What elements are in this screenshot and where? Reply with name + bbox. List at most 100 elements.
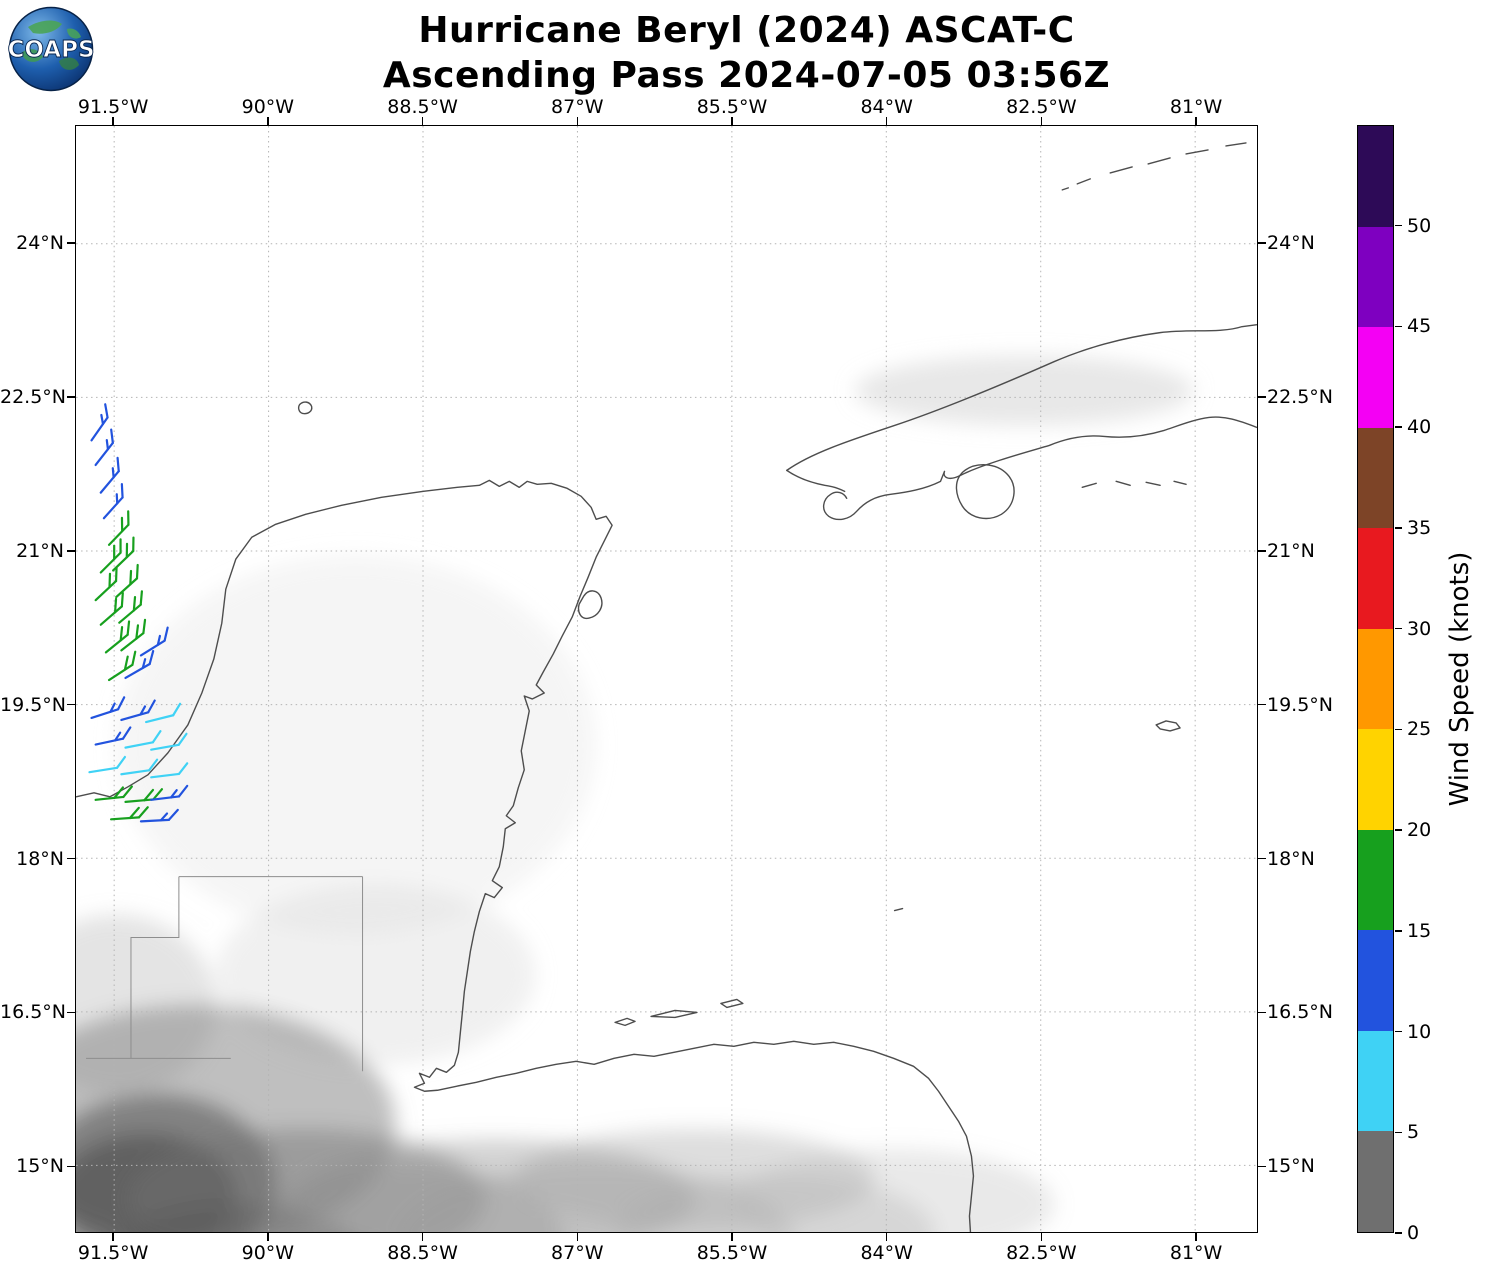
x-tick-label-top: 84°W — [860, 96, 913, 118]
wind-barb — [150, 762, 189, 779]
wind-barb — [120, 618, 147, 652]
figure-title: Hurricane Beryl (2024) ASCAT-C Ascending… — [0, 8, 1493, 98]
x-tick-mark-bottom — [576, 1233, 579, 1241]
colorbar-axis-label: Wind Speed (knots) — [1445, 551, 1475, 807]
island-alacranes — [297, 401, 313, 415]
y-tick-mark-right — [1258, 857, 1266, 860]
wind-barb — [102, 482, 124, 520]
y-tick-mark-right — [1258, 242, 1266, 244]
x-tick-label-bottom: 81°W — [1169, 1242, 1223, 1264]
colorbar-tick-mark — [1395, 930, 1402, 932]
x-tick-label-top: 87°W — [551, 96, 604, 118]
wind-barb — [94, 726, 132, 746]
colorbar-segment-40 — [1358, 327, 1393, 428]
coaps-logo: COAPS — [7, 6, 95, 92]
wind-barb — [104, 620, 131, 654]
coastline-cuba-north — [786, 323, 1257, 472]
y-tick-mark-right — [1258, 396, 1266, 398]
wind-barb — [109, 806, 149, 821]
wind-barb — [124, 730, 162, 749]
y-tick-label-right: 15°N — [1267, 1155, 1315, 1178]
colorbar-tick-mark — [1395, 527, 1402, 529]
x-tick-mark-bottom — [1040, 1233, 1043, 1241]
x-tick-mark-bottom — [885, 1233, 888, 1241]
colorbar-tick-mark — [1395, 829, 1402, 831]
y-tick-mark-right — [1258, 1011, 1266, 1014]
colorbar-tick-label: 20 — [1407, 819, 1432, 842]
y-tick-mark-left — [67, 1165, 75, 1168]
y-tick-label-left: 21°N — [16, 539, 64, 562]
colorbar-tick-mark — [1395, 1030, 1402, 1033]
x-tick-mark-top — [885, 117, 888, 125]
colorbar-tick-label: 45 — [1407, 315, 1432, 338]
y-tick-mark-left — [67, 1011, 75, 1014]
colorbar-tick-label: 50 — [1407, 214, 1432, 237]
y-tick-label-right: 16.5°N — [1267, 1001, 1334, 1024]
colorbar-tick-mark — [1395, 224, 1402, 227]
colorbar-tick-label: 0 — [1407, 1222, 1420, 1244]
x-tick-label-top: 81°W — [1169, 96, 1223, 118]
y-tick-label-left: 18°N — [16, 847, 64, 870]
terrain-shading — [76, 355, 1195, 1232]
colorbar-segment-25 — [1358, 628, 1393, 730]
x-tick-label-top: 90°W — [241, 96, 295, 118]
coastline-mainland — [76, 479, 975, 1232]
islands-florida-keys — [1061, 142, 1247, 191]
colorbar-segment-50 — [1358, 126, 1393, 227]
x-tick-label-bottom: 91.5°W — [77, 1242, 149, 1264]
wind-barb — [107, 510, 130, 546]
wind-barb — [150, 732, 188, 751]
map-canvas — [76, 126, 1257, 1232]
colorbar-tick-label: 25 — [1407, 718, 1432, 741]
x-tick-label-bottom: 88.5°W — [387, 1242, 458, 1264]
x-tick-mark-top — [267, 117, 269, 125]
wind-barb — [144, 702, 182, 724]
y-tick-label-right: 22.5°N — [1267, 385, 1334, 408]
y-tick-mark-right — [1258, 1165, 1266, 1168]
x-tick-label-top: 85.5°W — [696, 96, 768, 118]
x-tick-label-top: 88.5°W — [387, 96, 458, 118]
x-tick-label-top: 91.5°W — [77, 96, 149, 118]
x-tick-mark-top — [731, 117, 733, 125]
wind-barb — [115, 563, 139, 599]
coaps-logo-text: COAPS — [8, 37, 94, 63]
y-tick-mark-right — [1258, 550, 1266, 552]
y-tick-label-left: 15°N — [16, 1155, 64, 1178]
x-tick-label-bottom: 87°W — [551, 1242, 604, 1264]
coastline-cuba-west-tip — [786, 469, 846, 493]
x-tick-mark-top — [1195, 117, 1197, 125]
title-line-2: Ascending Pass 2024-07-05 03:56Z — [382, 55, 1111, 96]
colorbar-segment-20 — [1358, 729, 1393, 830]
x-tick-mark-bottom — [112, 1233, 114, 1241]
island-isla-juventud — [955, 464, 1015, 520]
y-tick-label-right: 18°N — [1267, 847, 1315, 870]
colorbar-tick-label: 35 — [1407, 516, 1432, 539]
y-tick-label-left: 22.5°N — [0, 385, 67, 408]
colorbar-tick-mark — [1395, 1131, 1402, 1134]
y-tick-label-right: 21°N — [1267, 539, 1315, 562]
x-tick-label-bottom: 90°W — [241, 1242, 295, 1264]
wind-barb — [90, 403, 109, 442]
colorbar-segment-5 — [1358, 1030, 1393, 1132]
y-tick-mark-left — [67, 857, 75, 860]
coaps-globe-icon: COAPS — [7, 6, 95, 92]
wind-barb — [118, 590, 143, 624]
y-tick-label-left: 16.5°N — [0, 1001, 67, 1024]
y-tick-mark-left — [67, 550, 75, 552]
colorbar-segment-15 — [1358, 829, 1393, 931]
wind-barb — [94, 428, 114, 467]
wind-barb — [94, 566, 118, 602]
y-tick-mark-left — [67, 242, 75, 244]
colorbar-tick-label: 30 — [1407, 617, 1432, 640]
colorbar-segment-45 — [1358, 226, 1393, 328]
wind-barb — [150, 784, 189, 801]
island-swan — [893, 907, 904, 912]
island-grand-cayman — [1155, 720, 1181, 732]
title-line-1: Hurricane Beryl (2024) ASCAT-C — [418, 10, 1075, 51]
colorbar-tick-mark — [1395, 325, 1402, 328]
colorbar-tick-mark — [1395, 627, 1402, 630]
x-tick-mark-bottom — [267, 1233, 269, 1241]
x-tick-mark-top — [1040, 117, 1043, 125]
y-tick-label-right: 19.5°N — [1267, 693, 1334, 716]
x-tick-mark-top — [112, 117, 114, 125]
